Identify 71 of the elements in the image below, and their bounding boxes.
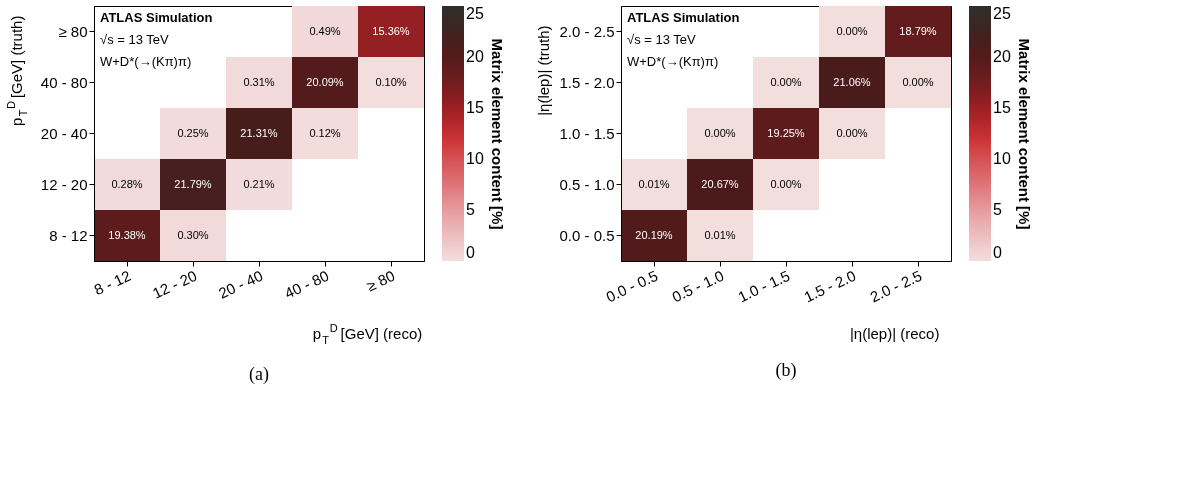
data-label: 21.31% [240,126,278,139]
color-bar-label: 20 [466,48,484,65]
color-bar-label: 5 [466,201,475,218]
x-tick-label: ≥ 80 [363,266,398,295]
y-tick-label: ≥ 80 [58,22,88,40]
color-bar-label: 10 [993,150,1011,167]
text: (a) [249,364,269,385]
color-bar-label: 20 [993,48,1011,65]
data-label: 0.00% [770,75,802,88]
x-tick-label: 20 - 40 [215,266,266,302]
data-label: 19.25% [767,126,805,139]
color-bar-title: Matrix element content [%] [489,38,506,230]
color-bar-label: 0 [466,244,475,261]
color-bar-label: 5 [993,201,1002,218]
data-label: 0.01% [638,177,670,190]
y-tick-label: 0.0 - 0.5 [559,226,615,244]
color-bar-label: 25 [466,5,484,22]
data-label: 0.31% [243,75,275,88]
data-label: 0.00% [902,75,934,88]
x-axis-title: |η(lep)| (reco) [849,325,940,342]
data-label: 0.01% [704,228,736,241]
y-tick-label: 12 - 20 [40,175,88,193]
data-label: 21.79% [174,177,212,190]
x-tick-label: 8 - 12 [91,266,134,299]
data-label: 0.25% [177,126,209,139]
y-tick-label: 40 - 80 [40,73,88,91]
color-bar-title: Matrix element content [%] [1016,38,1033,230]
x-tick-label: 12 - 20 [149,266,200,302]
y-tick-label: 0.5 - 1.0 [559,175,615,193]
annotation: W+D*(→(Kπ)π) [100,54,192,69]
data-label: 0.00% [704,126,736,139]
data-label: 21.06% [833,75,871,88]
x-tick-label: 2.0 - 2.5 [867,266,925,306]
x-tick-label: 1.0 - 1.5 [735,266,793,306]
annotation: ATLAS Simulation [627,10,740,25]
color-bar-label: 10 [466,150,484,167]
x-tick-label: 0.5 - 1.0 [669,266,727,306]
data-label: 0.12% [309,126,341,139]
data-label: 0.28% [111,177,143,190]
data-label: 19.38% [108,228,146,241]
data-label: 0.21% [243,177,275,190]
data-label: 0.00% [836,126,868,139]
x-tick-label: 1.5 - 2.0 [801,266,859,306]
data-label: 0.30% [177,228,209,241]
data-label: 0.49% [309,24,341,37]
y-tick-label: 1.5 - 2.0 [559,73,615,91]
color-bar-label: 0 [993,244,1002,261]
data-label: 0.10% [375,75,407,88]
y-tick-label: 20 - 40 [40,124,88,142]
data-label: 20.67% [701,177,739,190]
y-tick-label: 1.0 - 1.5 [559,124,615,142]
data-label: 20.19% [635,228,673,241]
text: (b) [775,360,797,381]
color-bar-label: 15 [466,99,484,116]
y-axis-title: pTD [GeV] (truth) [5,15,29,127]
x-tick-label: 40 - 80 [281,266,332,302]
y-axis-title: |η(lep)| (truth) [535,25,552,116]
data-label: 18.79% [899,24,937,37]
annotation: √s = 13 TeV [627,32,697,47]
color-bar-label: 25 [993,5,1011,22]
annotation: √s = 13 TeV [100,32,170,47]
y-tick-label: 8 - 12 [49,226,88,244]
annotation: W+D*(→(Kπ)π) [627,54,719,69]
data-label: 0.00% [770,177,802,190]
data-label: 15.36% [372,24,410,37]
y-tick-label: 2.0 - 2.5 [559,22,615,40]
data-label: 0.00% [836,24,868,37]
annotation: ATLAS Simulation [100,10,213,25]
x-tick-label: 0.0 - 0.5 [603,266,661,306]
color-bar-label: 15 [993,99,1011,116]
data-label: 20.09% [306,75,344,88]
